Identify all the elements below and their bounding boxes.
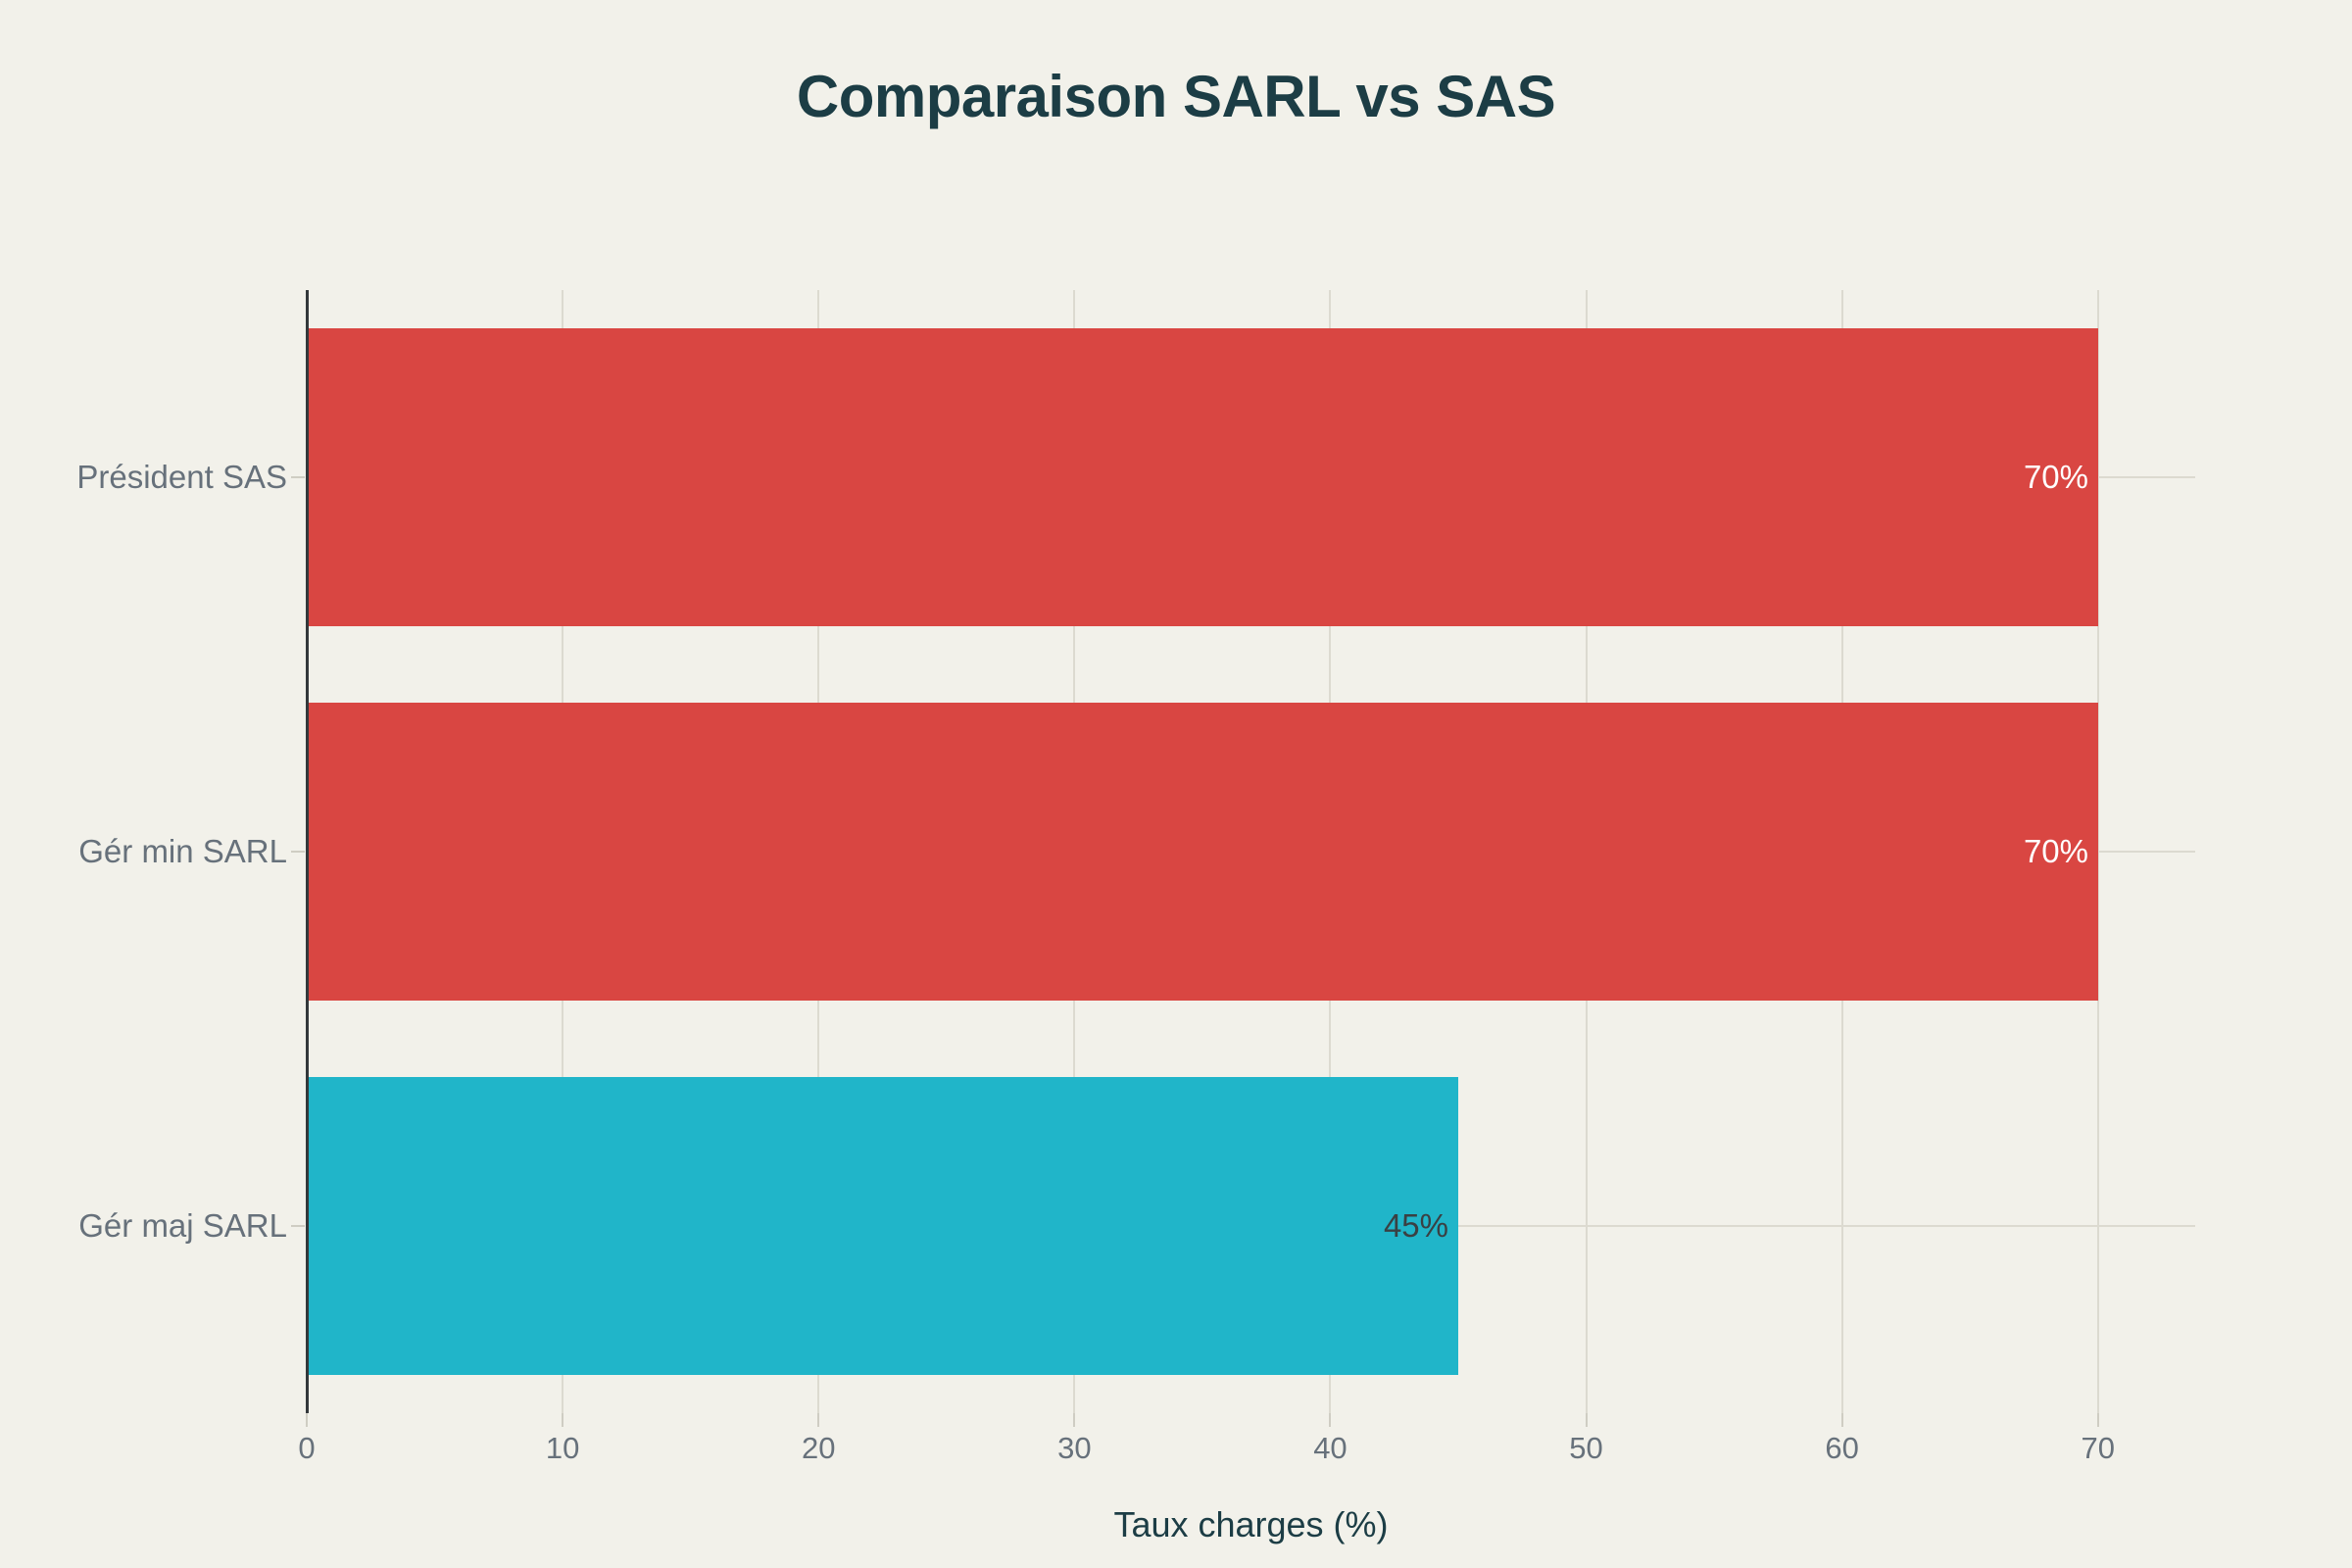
x-tick-label: 70 bbox=[2081, 1431, 2115, 1465]
category-label: Président SAS bbox=[76, 459, 287, 495]
x-tick-mark bbox=[1073, 1413, 1076, 1427]
bar-value-label: 70% bbox=[2023, 459, 2088, 495]
bar-3: 45% bbox=[307, 1077, 1458, 1375]
x-tick-label: 30 bbox=[1057, 1431, 1092, 1465]
y-axis-line bbox=[306, 290, 309, 1413]
y-tick-mark bbox=[291, 476, 305, 478]
x-tick-label: 10 bbox=[545, 1431, 580, 1465]
bar-value-label: 45% bbox=[1383, 1207, 1448, 1244]
category-label: Gér min SARL bbox=[78, 833, 287, 869]
category-label: Gér maj SARL bbox=[78, 1207, 287, 1244]
bar-value-label: 70% bbox=[2023, 833, 2088, 869]
x-tick-mark bbox=[1585, 1413, 1588, 1427]
x-tick-label: 0 bbox=[298, 1431, 316, 1465]
x-tick-mark bbox=[2096, 1413, 2099, 1427]
x-tick-label: 20 bbox=[801, 1431, 836, 1465]
x-tick-label: 60 bbox=[1825, 1431, 1859, 1465]
x-tick-mark bbox=[562, 1413, 564, 1427]
x-tick-mark bbox=[817, 1413, 820, 1427]
x-tick-label: 40 bbox=[1313, 1431, 1348, 1465]
x-tick-mark bbox=[1840, 1413, 1843, 1427]
bar-1: 70% bbox=[307, 328, 2098, 626]
y-tick-mark bbox=[291, 1225, 305, 1227]
chart-title: Comparaison SARL vs SAS bbox=[796, 64, 1556, 129]
x-tick-label: 50 bbox=[1569, 1431, 1603, 1465]
x-axis-title: Taux charges (%) bbox=[1113, 1504, 1389, 1544]
x-tick-mark bbox=[1329, 1413, 1332, 1427]
bar-2: 70% bbox=[307, 703, 2098, 1001]
plot-area: 70% Président SAS 70% Gér min SARL 45% Gér ma… bbox=[76, 290, 2195, 1465]
x-tick-mark bbox=[306, 1413, 308, 1427]
y-tick-mark bbox=[291, 851, 305, 853]
